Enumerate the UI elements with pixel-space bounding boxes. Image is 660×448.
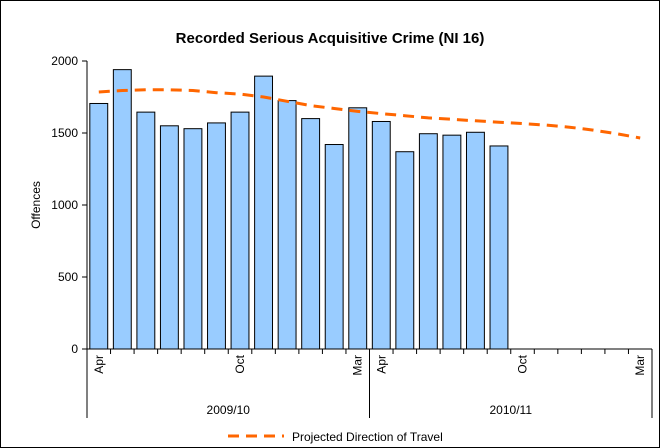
x-tick-label: Apr <box>374 355 388 374</box>
bar <box>183 128 203 350</box>
legend-label: Projected Direction of Travel <box>292 430 443 444</box>
bar <box>465 131 485 350</box>
bar <box>136 111 156 350</box>
x-tick-label: Oct <box>233 354 247 373</box>
bar <box>207 122 226 350</box>
year-group-label: 2009/10 <box>207 403 251 417</box>
y-tick-label: 1500 <box>51 126 78 140</box>
x-tick-label: Mar <box>633 355 647 376</box>
bar <box>277 100 297 350</box>
bar <box>301 118 321 350</box>
y-tick-label: 0 <box>71 342 78 356</box>
x-tick-label: Mar <box>351 355 365 376</box>
x-tick-label: Apr <box>92 355 106 374</box>
bar <box>395 151 415 350</box>
bar <box>418 133 438 350</box>
y-tick-label: 500 <box>58 270 78 284</box>
bar <box>442 134 462 350</box>
bar <box>489 145 509 350</box>
bar <box>324 144 344 350</box>
bar <box>112 69 132 350</box>
chart-title: Recorded Serious Acquisitive Crime (NI 1… <box>176 30 485 47</box>
y-axis-label: Offences <box>29 181 43 229</box>
y-tick-label: 2000 <box>51 54 78 68</box>
bar <box>371 120 391 350</box>
bar <box>89 102 109 350</box>
projection-line <box>98 88 641 140</box>
bar <box>159 125 179 350</box>
bar <box>348 107 368 350</box>
x-tick-label: Oct <box>516 354 530 373</box>
y-tick-label: 1000 <box>51 198 78 212</box>
bar <box>254 75 274 350</box>
year-group-label: 2010/11 <box>490 403 533 417</box>
bar <box>230 111 250 350</box>
